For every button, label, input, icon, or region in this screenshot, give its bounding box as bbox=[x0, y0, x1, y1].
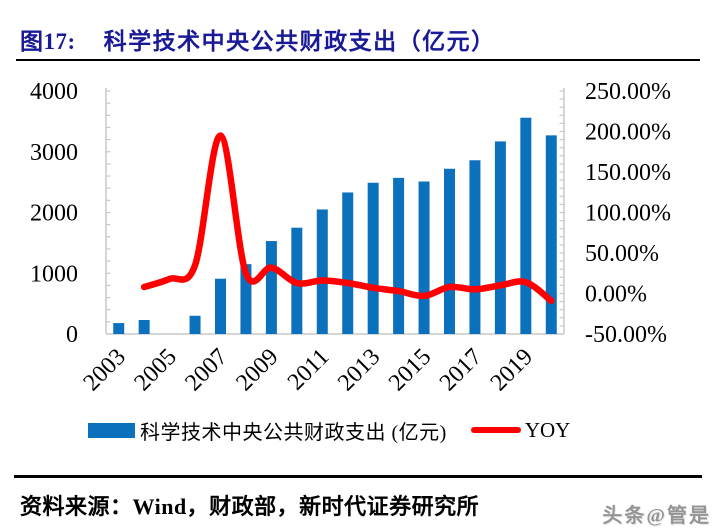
left-axis-label: 4000 bbox=[30, 79, 78, 105]
left-axis-label: 2000 bbox=[30, 201, 78, 227]
x-axis-label: 2011 bbox=[283, 344, 335, 396]
right-axis-label: 200.00% bbox=[585, 120, 671, 146]
chart-legend: 科学技术中央公共财政支出 (亿元) YOY bbox=[88, 418, 570, 444]
left-axis-label: 3000 bbox=[30, 140, 78, 166]
left-axis-label: 1000 bbox=[30, 261, 78, 287]
right-axis-label: 100.00% bbox=[585, 201, 671, 227]
right-axis-label: 50.00% bbox=[585, 241, 659, 267]
yoy-line bbox=[140, 132, 555, 305]
legend-bar-label: 科学技术中央公共财政支出 (亿元) bbox=[140, 421, 447, 444]
figure-title: 科学技术中央公共财政支出（亿元） bbox=[103, 29, 496, 54]
bar-2014 bbox=[393, 177, 405, 334]
x-axis-label: 2019 bbox=[486, 344, 538, 396]
x-axis-label: 2013 bbox=[333, 344, 385, 396]
bar-2019 bbox=[520, 117, 532, 334]
bar-2006 bbox=[189, 315, 201, 334]
footer-divider bbox=[14, 475, 702, 478]
x-axis-label: 2009 bbox=[231, 344, 283, 396]
figure-number: 图17: bbox=[20, 29, 76, 54]
x-axis-label: 2015 bbox=[384, 344, 436, 396]
bar-2003 bbox=[113, 323, 125, 334]
bar-2009 bbox=[265, 241, 277, 334]
right-axis-label: 150.00% bbox=[585, 160, 671, 186]
bar-2012 bbox=[342, 192, 354, 334]
x-axis-label: 2005 bbox=[130, 344, 182, 396]
left-axis-label: 0 bbox=[66, 322, 78, 348]
bar-2018 bbox=[494, 141, 506, 334]
x-axis-label: 2007 bbox=[180, 344, 232, 396]
bar-2013 bbox=[367, 182, 379, 334]
legend-line-swatch bbox=[470, 427, 521, 433]
legend-bar-swatch bbox=[88, 422, 135, 438]
right-axis-label: -50.00% bbox=[585, 322, 667, 348]
bar-2015 bbox=[418, 181, 430, 334]
figure-title-row: 图17: 科学技术中央公共财政支出（亿元） bbox=[20, 22, 496, 56]
bar-2020 bbox=[545, 135, 557, 334]
watermark: 头条@管是 bbox=[602, 505, 711, 527]
bar-2008 bbox=[240, 264, 252, 334]
right-axis-label: 250.00% bbox=[585, 79, 671, 105]
legend-line-label: YOY bbox=[524, 417, 571, 442]
x-axis-label: 2003 bbox=[79, 344, 131, 396]
bar-2010 bbox=[291, 227, 303, 334]
source-note: 资料来源：Wind，财政部，新时代证券研究所 bbox=[20, 494, 480, 519]
bar-2007 bbox=[215, 278, 226, 334]
bar-2016 bbox=[444, 168, 455, 334]
bar-2011 bbox=[316, 209, 328, 334]
right-axis-label: 0.00% bbox=[585, 282, 647, 308]
x-axis-label: 2017 bbox=[435, 344, 487, 396]
bar-2017 bbox=[469, 160, 481, 334]
bar-2004 bbox=[138, 320, 150, 334]
title-divider bbox=[16, 59, 700, 61]
